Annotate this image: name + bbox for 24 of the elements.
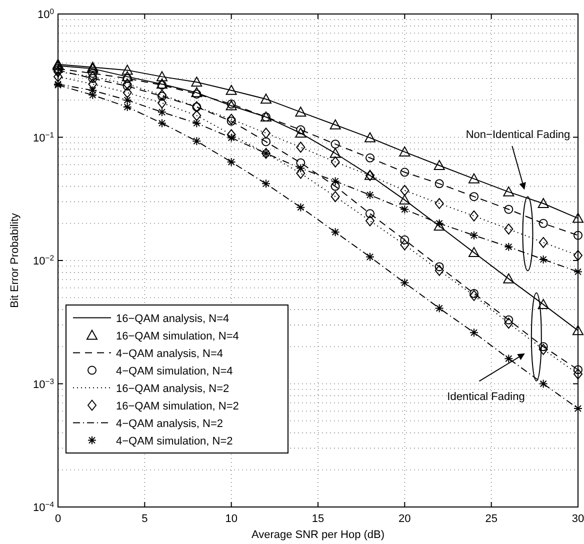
y-tick-label: 10$^{0}$ [37, 6, 54, 21]
x-tick-label: 15 [312, 513, 324, 525]
legend-label: 4−QAM analysis, N=4 [116, 348, 223, 360]
x-tick-label: 0 [54, 513, 62, 525]
y-tick-label: 10$^{−1}$ [32, 130, 54, 144]
x-tick-label: 10 [225, 513, 238, 525]
y-tick-label: 10$^{−3}$ [32, 376, 54, 391]
x-axis-title: Average SNR per Hop (dB) [251, 529, 385, 541]
legend-label: 4−QAM analysis, N=2 [116, 418, 223, 430]
annotation: Identical Fading [447, 391, 525, 403]
y-tick-label: 10$^{−2}$ [32, 253, 54, 268]
y-tick-label: 10$^{−4}$ [32, 500, 55, 514]
x-tick-label: 20 [398, 513, 411, 525]
legend-label: 16−QAM simulation, N=2 [116, 400, 239, 412]
legend-label: 4−QAM simulation, N=2 [116, 435, 233, 448]
y-axis-title: Bit Error Probability [9, 212, 21, 308]
x-tick-label: 5 [142, 513, 148, 525]
annotation: Non−Identical Fading [466, 129, 570, 141]
x-tick-label: 30 [572, 513, 584, 525]
legend-label: 16−QAM analysis, N=4 [116, 312, 230, 325]
legend-label: 16−QAM simulation, N=4 [116, 330, 239, 342]
legend-label: 4−QAM simulation, N=4 [116, 365, 233, 378]
legend-label: 16−QAM analysis, N=2 [116, 382, 230, 395]
x-tick-label: 25 [485, 513, 498, 525]
